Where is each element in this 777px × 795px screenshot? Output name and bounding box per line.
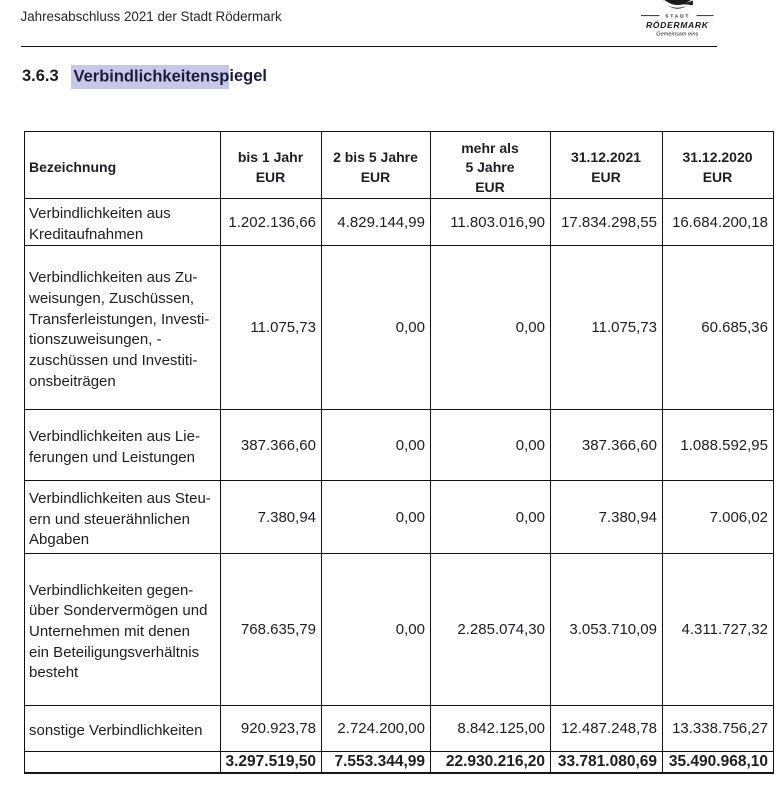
- svg-text:RÖDERMARK: RÖDERMARK: [646, 20, 709, 30]
- svg-text:Gemeinsam eins: Gemeinsam eins: [656, 31, 698, 37]
- svg-text:STADT: STADT: [665, 13, 690, 19]
